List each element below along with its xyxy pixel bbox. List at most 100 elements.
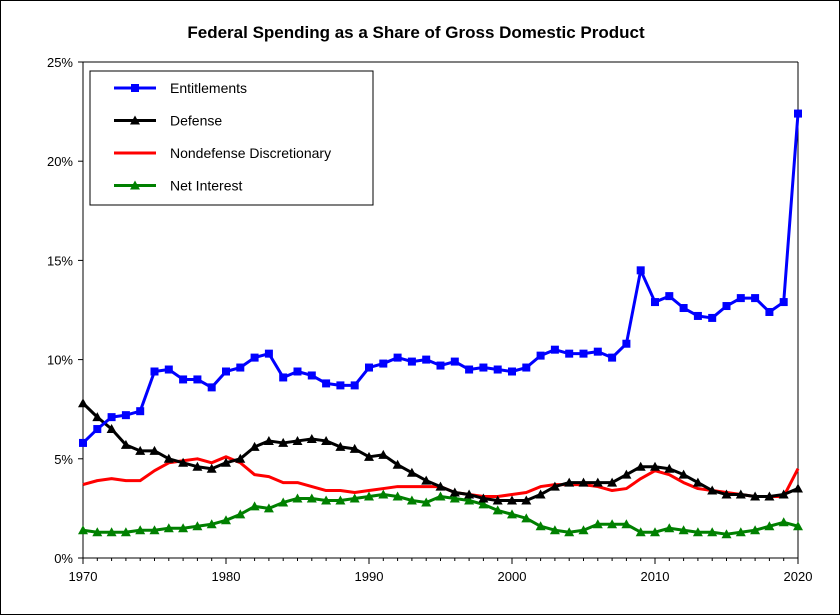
data-point-net-interest: [678, 525, 689, 535]
data-point-net-interest: [135, 525, 146, 535]
series-net-interest: [78, 489, 803, 539]
data-point-entitlements: [179, 375, 188, 384]
data-point-defense: [793, 483, 803, 493]
data-point-entitlements: [565, 349, 574, 358]
data-point-defense: [92, 412, 103, 422]
data-point-net-interest: [92, 527, 103, 537]
data-point-defense: [163, 453, 174, 463]
data-point-defense: [221, 457, 231, 467]
data-point-net-interest: [549, 525, 560, 535]
data-point-net-interest: [306, 493, 317, 503]
series-entitlements: [79, 109, 802, 447]
data-point-net-interest: [206, 519, 217, 529]
data-point-entitlements: [407, 357, 416, 366]
data-point-entitlements: [651, 298, 659, 307]
data-point-net-interest: [521, 513, 532, 523]
y-tick-label: 25%: [47, 55, 73, 70]
data-point-defense: [692, 477, 703, 487]
data-point-entitlements: [579, 349, 588, 358]
data-point-net-interest: [578, 525, 589, 535]
data-point-net-interest: [564, 527, 575, 537]
data-point-entitlements: [522, 363, 531, 372]
data-point-net-interest: [221, 515, 231, 525]
data-point-entitlements: [479, 363, 488, 372]
data-point-net-interest: [592, 519, 603, 529]
data-point-net-interest: [249, 501, 260, 511]
data-point-net-interest: [707, 527, 718, 537]
x-tick-label: 2010: [641, 569, 670, 584]
data-point-net-interest: [149, 525, 160, 535]
x-tick-label: 1990: [355, 569, 384, 584]
data-point-net-interest: [650, 527, 660, 537]
data-point-defense: [206, 463, 217, 473]
data-point-entitlements: [665, 292, 674, 301]
legend-label: Net Interest: [170, 178, 242, 194]
data-point-entitlements: [264, 349, 273, 358]
data-point-net-interest: [664, 523, 675, 533]
legend-item-nondefense-discretionary: Nondefense Discretionary: [114, 145, 331, 161]
data-point-defense: [650, 461, 660, 471]
data-point-net-interest: [607, 519, 618, 529]
data-point-net-interest: [449, 493, 460, 503]
data-point-defense: [435, 481, 446, 491]
data-point-entitlements: [608, 353, 617, 362]
data-point-entitlements: [379, 359, 388, 368]
data-point-defense: [135, 445, 146, 455]
data-point-defense: [178, 457, 189, 467]
x-tick-label: 2020: [784, 569, 813, 584]
data-point-defense: [120, 439, 131, 449]
data-point-entitlements: [436, 361, 445, 370]
data-point-entitlements: [722, 302, 731, 311]
data-point-defense: [578, 477, 589, 487]
data-point-net-interest: [163, 523, 174, 533]
data-point-defense: [349, 443, 360, 453]
data-point-net-interest: [78, 525, 88, 535]
data-point-net-interest: [349, 493, 360, 503]
data-point-defense: [750, 491, 761, 501]
y-tick-label: 5%: [54, 452, 73, 467]
data-point-entitlements: [193, 375, 202, 384]
data-point-net-interest: [621, 519, 632, 529]
data-point-entitlements: [79, 438, 87, 447]
data-point-entitlements: [293, 367, 302, 376]
data-point-defense: [707, 485, 718, 495]
legend-label: Defense: [170, 113, 222, 129]
data-point-defense: [778, 489, 789, 499]
data-point-entitlements: [536, 351, 545, 360]
data-point-entitlements: [121, 411, 130, 420]
data-point-entitlements: [622, 339, 631, 348]
data-point-net-interest: [263, 503, 274, 513]
data-point-net-interest: [750, 525, 761, 535]
data-point-net-interest: [120, 527, 131, 537]
data-point-defense: [263, 435, 274, 445]
data-point-defense: [321, 435, 332, 445]
data-point-net-interest: [735, 527, 746, 537]
data-point-net-interest: [321, 495, 332, 505]
data-point-defense: [464, 489, 475, 499]
data-point-net-interest: [392, 491, 403, 501]
data-point-net-interest: [721, 529, 732, 539]
y-tick-label: 15%: [47, 253, 73, 268]
legend-box: [89, 70, 374, 206]
data-point-defense: [607, 477, 618, 487]
data-point-net-interest: [464, 495, 475, 505]
data-point-entitlements: [207, 383, 216, 392]
data-point-entitlements: [250, 353, 259, 362]
data-point-net-interest: [421, 497, 432, 507]
legend-item-entitlements: Entitlements: [114, 80, 247, 96]
data-point-net-interest: [778, 517, 789, 527]
data-point-defense: [364, 451, 374, 461]
data-point-entitlements: [150, 367, 159, 376]
data-point-defense: [592, 477, 603, 487]
data-point-entitlements: [136, 407, 145, 416]
data-point-defense: [149, 445, 160, 455]
chart-title: Federal Spending as a Share of Gross Dom…: [187, 23, 645, 42]
data-point-defense: [449, 487, 460, 497]
data-point-defense: [564, 477, 575, 487]
data-point-entitlements: [450, 357, 459, 366]
data-point-entitlements: [751, 294, 760, 303]
data-point-defense: [106, 424, 117, 434]
data-point-entitlements: [350, 381, 359, 390]
data-point-entitlements: [164, 365, 173, 374]
